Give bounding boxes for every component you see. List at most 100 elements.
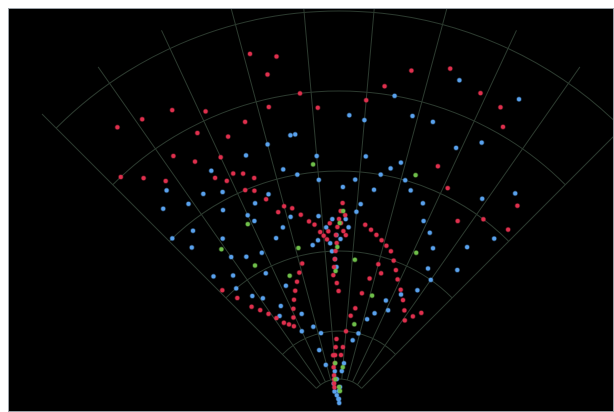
red-data-point xyxy=(477,90,484,96)
blue-data-point xyxy=(331,388,338,395)
red-data-point xyxy=(359,290,365,296)
blue-data-point xyxy=(352,176,358,183)
blue-data-point xyxy=(512,190,518,197)
red-data-point xyxy=(343,328,349,335)
blue-data-point xyxy=(420,218,427,224)
red-data-point xyxy=(294,278,300,285)
blue-data-point xyxy=(280,224,286,231)
grid-arc xyxy=(168,170,510,242)
red-data-point xyxy=(162,178,169,184)
green-data-point xyxy=(340,208,346,214)
data-points xyxy=(114,51,522,406)
green-data-point xyxy=(286,272,293,279)
red-data-point xyxy=(325,228,332,235)
red-data-point xyxy=(333,240,340,246)
red-data-point xyxy=(225,133,231,140)
red-data-point xyxy=(444,185,451,191)
blue-data-point xyxy=(318,330,324,336)
blue-data-point xyxy=(287,214,294,220)
red-data-point xyxy=(281,320,287,326)
red-data-point xyxy=(324,236,330,243)
red-data-point xyxy=(114,124,121,131)
red-data-point xyxy=(286,321,292,328)
red-data-point xyxy=(366,275,373,282)
red-data-point xyxy=(339,200,346,206)
green-data-point xyxy=(369,292,375,299)
blue-data-point xyxy=(385,307,391,314)
red-data-point xyxy=(410,313,416,320)
blue-data-point xyxy=(346,112,353,118)
green-data-point xyxy=(351,321,358,328)
red-data-point xyxy=(169,107,175,113)
red-data-point xyxy=(306,218,312,225)
green-data-point xyxy=(310,161,316,168)
red-data-point xyxy=(230,170,236,177)
blue-data-point xyxy=(278,303,284,309)
plot-frame xyxy=(8,8,614,412)
grid-spoke xyxy=(356,66,581,386)
blue-data-point xyxy=(349,337,356,344)
red-data-point xyxy=(363,97,369,103)
red-data-point xyxy=(342,212,348,218)
red-data-point xyxy=(334,224,341,230)
grid-spoke xyxy=(161,30,326,383)
red-data-point xyxy=(217,154,224,160)
blue-data-point xyxy=(323,224,329,231)
red-data-point xyxy=(290,305,297,312)
blue-data-point xyxy=(335,396,342,402)
red-data-point xyxy=(296,269,303,276)
red-data-point xyxy=(240,170,246,177)
red-data-point xyxy=(291,296,297,303)
green-data-point xyxy=(412,172,419,178)
red-data-point xyxy=(368,227,374,233)
blue-data-point xyxy=(340,184,346,190)
red-data-point xyxy=(264,71,271,78)
green-data-point xyxy=(218,246,225,252)
blue-data-point xyxy=(407,187,414,194)
green-data-point xyxy=(332,268,339,274)
blue-data-point xyxy=(329,216,336,222)
blue-data-point xyxy=(163,187,170,194)
red-data-point xyxy=(257,307,263,313)
blue-data-point xyxy=(454,267,461,273)
red-data-point xyxy=(242,119,248,125)
blue-data-point xyxy=(402,177,408,184)
blue-data-point xyxy=(387,165,394,172)
red-data-point xyxy=(330,272,337,278)
blue-data-point xyxy=(313,153,320,159)
red-data-point xyxy=(317,229,323,235)
blue-data-point xyxy=(430,245,436,251)
blue-data-point xyxy=(219,235,226,242)
blue-data-point xyxy=(391,93,398,99)
red-data-point xyxy=(447,65,453,72)
red-data-point xyxy=(347,312,354,319)
blue-data-point xyxy=(420,200,426,207)
blue-data-point xyxy=(190,227,196,234)
red-data-point xyxy=(383,242,390,249)
polar-scatter-plot xyxy=(41,9,613,406)
blue-data-point xyxy=(334,392,340,398)
blue-data-point xyxy=(310,324,317,330)
red-data-point xyxy=(330,364,337,371)
red-data-point xyxy=(343,232,349,238)
red-data-point xyxy=(330,352,336,359)
blue-data-point xyxy=(345,224,352,231)
grid-spoke xyxy=(341,9,375,380)
red-data-point xyxy=(327,220,333,226)
red-data-point xyxy=(247,51,253,57)
red-data-point xyxy=(373,232,380,238)
grid-arc xyxy=(225,250,453,299)
blue-data-point xyxy=(233,285,239,292)
red-data-point xyxy=(332,344,339,350)
red-data-point xyxy=(435,163,441,169)
green-data-point xyxy=(245,221,251,227)
blue-data-point xyxy=(355,330,362,337)
red-data-point xyxy=(331,264,337,270)
red-data-point xyxy=(332,256,338,262)
blue-data-point xyxy=(287,132,294,139)
red-data-point xyxy=(118,174,124,180)
green-data-point xyxy=(336,220,343,226)
grid-spoke xyxy=(97,66,322,386)
red-data-point xyxy=(408,67,415,74)
blue-data-point xyxy=(200,191,207,197)
